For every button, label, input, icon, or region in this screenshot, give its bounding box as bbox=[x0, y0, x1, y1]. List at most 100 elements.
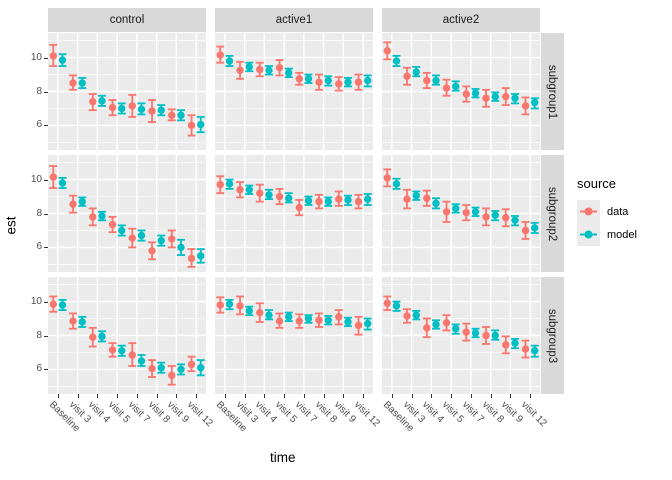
model-errorbar-point bbox=[58, 176, 67, 189]
data-point bbox=[275, 64, 284, 72]
data-errorbar-point bbox=[295, 71, 304, 86]
model-errorbar-point bbox=[157, 234, 166, 247]
x-tick-mark bbox=[303, 394, 305, 398]
model-errorbar-point bbox=[284, 192, 293, 204]
data-point bbox=[128, 351, 136, 359]
data-errorbar-point bbox=[216, 296, 225, 314]
data-errorbar-point bbox=[442, 314, 451, 332]
data-point bbox=[216, 51, 224, 59]
model-point bbox=[78, 318, 86, 326]
data-point bbox=[462, 208, 470, 217]
model-point bbox=[118, 347, 126, 355]
data-point bbox=[521, 226, 530, 235]
model-errorbar-point bbox=[176, 363, 185, 376]
data-point bbox=[89, 97, 97, 106]
data-errorbar-point bbox=[187, 248, 196, 268]
legend-key-model-icon bbox=[577, 223, 600, 246]
data-errorbar-point bbox=[501, 335, 510, 355]
data-point bbox=[383, 47, 391, 55]
data-point bbox=[315, 78, 323, 86]
data-point bbox=[69, 200, 77, 208]
data-errorbar-point bbox=[88, 207, 97, 227]
model-errorbar-point bbox=[304, 195, 313, 206]
data-point bbox=[236, 66, 244, 75]
x-tick-mark bbox=[284, 394, 286, 398]
model-errorbar-point bbox=[97, 94, 106, 107]
y-tick-mark bbox=[44, 57, 48, 59]
data-point bbox=[502, 92, 510, 101]
legend-label-model: model bbox=[607, 228, 637, 241]
data-errorbar-point bbox=[521, 339, 530, 359]
model-errorbar-point bbox=[117, 102, 126, 115]
data-errorbar-point bbox=[403, 188, 412, 210]
data-errorbar-point bbox=[69, 74, 78, 91]
x-tick-label: visit 7 bbox=[459, 399, 486, 426]
y-tick-mark bbox=[44, 179, 48, 181]
model-point bbox=[157, 236, 165, 245]
x-tick-mark bbox=[343, 394, 345, 398]
model-errorbar-point bbox=[196, 359, 205, 377]
x-tick-mark bbox=[224, 394, 226, 398]
model-errorbar-point bbox=[117, 224, 126, 237]
data-point bbox=[442, 319, 451, 327]
data-errorbar-point bbox=[462, 204, 471, 222]
y-tick-label: 10 bbox=[30, 295, 42, 307]
model-errorbar-point bbox=[196, 248, 205, 264]
x-tick-label: visit 12 bbox=[352, 399, 382, 430]
model-point bbox=[197, 252, 205, 260]
data-errorbar-point bbox=[69, 194, 78, 214]
model-errorbar-point bbox=[196, 116, 205, 134]
panel-canvas bbox=[215, 155, 373, 272]
model-point bbox=[344, 196, 352, 204]
data-errorbar-point bbox=[422, 189, 431, 207]
panel-active2-subgroup2 bbox=[382, 155, 540, 272]
model-errorbar-point bbox=[530, 97, 539, 110]
data-errorbar-point bbox=[383, 168, 392, 188]
data-point bbox=[275, 317, 284, 325]
model-point bbox=[285, 69, 293, 77]
x-tick-mark bbox=[510, 394, 512, 398]
data-errorbar-point bbox=[501, 208, 510, 228]
facet-strip-subgroup2: subgroup2 bbox=[541, 155, 564, 272]
y-tick-label: 6 bbox=[36, 241, 42, 253]
model-point bbox=[137, 105, 146, 114]
data-point bbox=[49, 300, 57, 308]
model-point bbox=[491, 211, 499, 219]
model-point bbox=[58, 179, 67, 187]
data-errorbar-point bbox=[255, 302, 264, 323]
data-point bbox=[315, 316, 323, 324]
model-errorbar-point bbox=[491, 329, 500, 341]
model-errorbar-point bbox=[78, 196, 87, 207]
model-errorbar-point bbox=[264, 65, 273, 76]
data-point bbox=[295, 203, 303, 212]
model-errorbar-point bbox=[431, 74, 440, 86]
x-tick-mark bbox=[156, 394, 158, 398]
model-errorbar-point bbox=[324, 75, 333, 87]
data-errorbar-point bbox=[315, 312, 324, 328]
x-tick-mark bbox=[176, 394, 178, 398]
model-errorbar-point bbox=[97, 210, 106, 222]
model-point bbox=[392, 57, 401, 65]
facet-strip-subgroup1: subgroup1 bbox=[541, 33, 564, 150]
data-point bbox=[89, 213, 97, 221]
model-point bbox=[412, 191, 420, 200]
data-errorbar-point bbox=[521, 221, 530, 240]
model-errorbar-point bbox=[245, 184, 254, 195]
data-errorbar-point bbox=[148, 359, 157, 378]
model-errorbar-point bbox=[412, 66, 421, 78]
model-point bbox=[177, 111, 185, 119]
model-errorbar-point bbox=[343, 77, 352, 88]
x-tick-label: visit 7 bbox=[125, 399, 152, 426]
model-errorbar-point bbox=[530, 344, 539, 358]
data-errorbar-point bbox=[167, 229, 176, 249]
model-point bbox=[471, 329, 480, 337]
model-errorbar-point bbox=[363, 317, 372, 331]
data-errorbar-point bbox=[128, 342, 137, 367]
x-tick-mark bbox=[196, 394, 198, 398]
data-point bbox=[216, 301, 224, 309]
model-point bbox=[304, 197, 313, 205]
x-tick-mark bbox=[470, 394, 472, 398]
data-errorbar-point bbox=[255, 183, 264, 203]
data-point bbox=[335, 80, 343, 88]
data-point bbox=[168, 235, 176, 243]
